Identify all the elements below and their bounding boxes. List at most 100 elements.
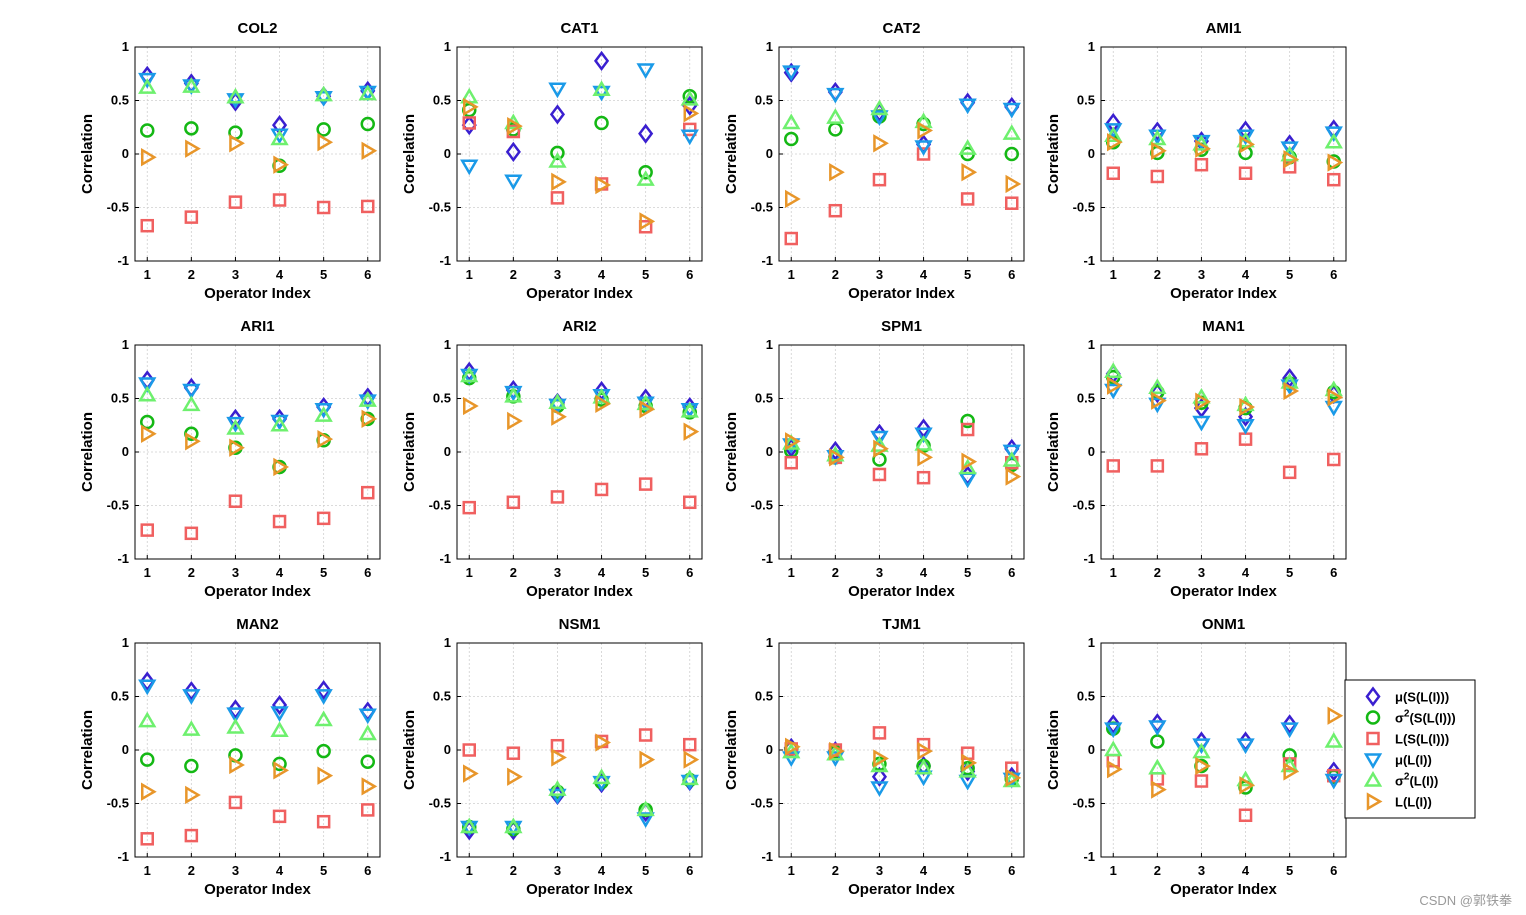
x-tick-label: 5 [964,863,971,878]
data-point-L-S [594,482,609,497]
legend-box [1344,679,1476,819]
data-point-var-L [460,817,479,834]
y-axis-label: Correlation [79,710,96,790]
data-point-mu-L [548,398,567,415]
x-axis-label: Operator Index [526,881,633,898]
x-tick-label: 2 [1154,565,1161,580]
data-point-L-S [462,500,476,515]
panel-title: ARI2 [562,318,596,335]
panel-col2: COL2 1 0.5 0 -0.5 -1 1 2 3 4 5 6 Operator Index Corre… [79,20,381,302]
panel-onm1: ONM1 1 0.5 0 -0.5 -1 1 2 3 4 5 6 Operator Index Corre… [1045,616,1347,898]
y-tick-label: 0 [1088,444,1095,459]
data-point-L-S [1005,196,1019,210]
y-axis-label: Correlation [401,710,418,790]
data-point-L-L [229,438,245,457]
data-point-L-L [873,134,889,153]
data-point-L-S [828,203,843,218]
x-axis-label: Operator Index [1170,285,1277,302]
panel-cat1: CAT1 1 0.5 0 -0.5 -1 1 2 3 4 5 6 Operator Index Corre… [401,20,703,302]
data-point-var-S [360,116,375,132]
data-point-L-L [917,121,934,140]
x-tick-label: 5 [964,267,971,282]
x-axis-label: Operator Index [204,285,311,302]
data-point-var-L [460,366,479,383]
data-point-var-S [184,121,199,136]
data-point-L-L [1239,135,1256,154]
data-point-L-S [916,470,931,485]
data-point-L-L [185,139,201,158]
data-point-var-S [594,115,609,131]
y-axis-label: Correlation [1045,114,1062,194]
data-point-L-L [185,432,201,451]
legend-label: σ2(L(I)) [1395,772,1438,789]
data-point-var-L [1002,124,1021,140]
data-point-var-L [592,80,611,97]
data-point-mu-S [1105,714,1121,735]
data-point-var-L [1104,362,1123,378]
data-point-L-S [683,495,697,510]
x-tick-label: 5 [1286,267,1293,282]
data-point-mu-L [636,63,655,79]
data-point-var-S [960,413,975,429]
data-point-L-L [507,767,523,786]
data-point-L-S [1238,808,1253,823]
data-point-L-S [272,193,287,207]
data-point-mu-L [958,98,977,115]
data-point-L-S [506,746,521,760]
data-point-mu-S [827,440,843,462]
x-axis-label: Operator Index [848,285,955,302]
x-tick-label: 5 [642,565,649,580]
y-axis-label: Correlation [401,114,418,194]
data-point-mu-S [871,766,888,787]
data-point-var-L [680,401,699,418]
y-tick-label: 0.5 [1077,93,1095,108]
data-point-var-S [360,754,375,770]
data-point-var-L [782,113,801,130]
y-tick-label: 0.5 [111,93,129,108]
data-point-mu-L [1192,738,1211,755]
data-point-L-L [595,733,612,752]
data-point-mu-L [1236,738,1255,755]
y-tick-label: -1 [117,253,129,268]
y-tick-label: -1 [761,849,773,864]
panel-man1: MAN1 1 0.5 0 -0.5 -1 1 2 3 4 5 6 Operator Index Corre… [1045,318,1347,600]
x-axis-label: Operator Index [526,285,633,302]
data-point-L-S [872,726,887,740]
data-point-mu-S [316,679,332,701]
panel-title: CAT2 [882,20,920,37]
data-point-mu-L [958,472,977,489]
data-point-mu-S [593,50,610,71]
data-point-L-L [361,777,378,796]
x-tick-label: 3 [554,565,561,580]
data-point-var-S [140,414,155,430]
x-tick-label: 1 [466,863,473,878]
panel-title: MAN2 [236,616,279,633]
data-point-var-L [504,386,523,403]
data-point-L-L [873,749,889,768]
data-point-mu-L [314,91,333,107]
data-point-mu-L [1002,444,1021,461]
x-tick-label: 2 [510,565,517,580]
x-tick-label: 1 [466,267,473,282]
y-tick-label: 0 [766,146,773,161]
x-tick-label: 4 [920,565,928,580]
data-point-L-L [1151,391,1167,410]
x-tick-label: 6 [686,863,693,878]
y-tick-label: -0.5 [107,498,129,513]
data-point-L-S [1150,169,1165,184]
x-tick-label: 6 [364,863,371,878]
data-point-mu-L [1236,419,1255,435]
y-tick-label: 1 [766,635,773,650]
data-point-L-L [361,409,378,429]
data-point-L-S [550,490,565,504]
data-point-var-L [314,406,333,422]
y-tick-label: 0 [1088,146,1095,161]
data-point-L-S [1194,157,1209,172]
data-point-var-L [1002,451,1021,467]
data-point-mu-L [782,751,801,767]
data-point-L-S [140,832,154,846]
data-point-var-L [182,77,201,93]
x-tick-label: 5 [1286,863,1293,878]
data-point-mu-L [680,774,699,791]
data-point-mu-L [826,450,845,466]
